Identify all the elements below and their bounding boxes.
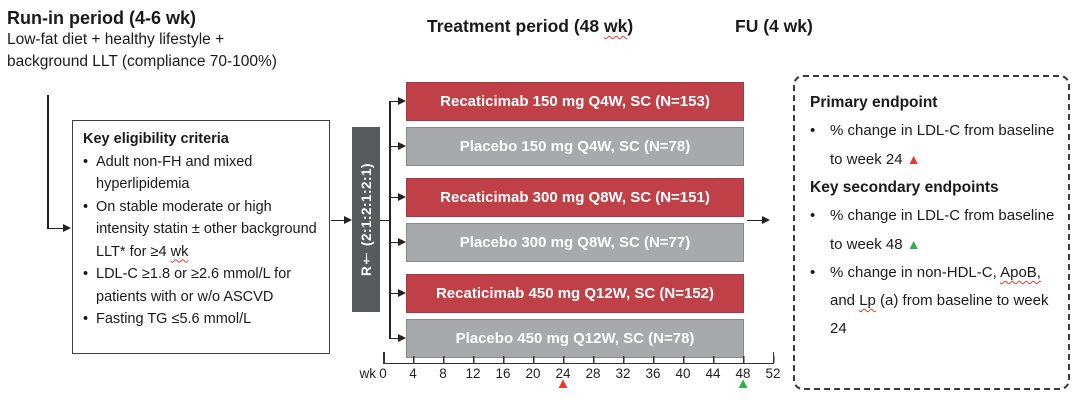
branch-arrow-1-icon <box>398 97 406 105</box>
week48-marker-icon: ▲ <box>735 375 751 392</box>
arms-to-endpoints-line <box>747 219 763 221</box>
axis-tick-label: 4 <box>409 366 417 381</box>
randomization-to-trunk-line <box>380 219 390 221</box>
eligibility-item-4: • Fasting TG ≤5.6 mmol/L <box>83 308 321 331</box>
axis-tick-label: 32 <box>615 366 631 381</box>
bullet-icon: • <box>83 311 89 327</box>
eligibility-wk-misspelled: wk <box>170 243 189 260</box>
eligibility-to-randomization-line <box>331 219 345 221</box>
fu-period-title: FU (4 wk) <box>735 16 813 36</box>
arm-placebo-450: Placebo 450 mg Q12W, SC (N=78) <box>406 319 744 358</box>
branch-line-2 <box>389 145 399 147</box>
apob-misspelled: ApoB, <box>1000 264 1041 281</box>
axis-tick-label: 0 <box>379 366 387 381</box>
runin-connector-vertical-line <box>47 95 49 229</box>
axis-tick-label: 24 <box>555 366 571 381</box>
primary-endpoint-title: Primary endpoint <box>810 94 938 111</box>
branch-line-5 <box>389 292 399 294</box>
axis-tick-label: 44 <box>705 366 721 381</box>
treatment-period-title: Treatment period (48 wk) <box>427 16 634 36</box>
arm-recaticimab-150: Recaticimab 150 mg Q4W, SC (N=153) <box>406 82 744 121</box>
axis-unit-label: wk <box>359 366 377 381</box>
arm-recaticimab-300: Recaticimab 300 mg Q8W, SC (N=151) <box>406 178 744 217</box>
axis-tick-label: 8 <box>439 366 447 381</box>
bullet-icon: • <box>83 198 89 215</box>
bullet-icon: • <box>810 207 816 224</box>
secondary-marker-triangle-icon: ▲ <box>906 236 921 252</box>
primary-marker-triangle-icon: ▲ <box>906 151 921 167</box>
branch-line-3 <box>389 196 399 198</box>
axis-end-tick-right <box>772 352 774 363</box>
arm-placebo-300: Placebo 300 mg Q8W, SC (N=77) <box>406 223 744 262</box>
runin-title: Run-in period (4-6 wk) <box>7 8 196 28</box>
endpoints-box: Primary endpoint • % change in LDL-C fro… <box>793 75 1070 390</box>
week24-marker-icon: ▲ <box>555 375 571 392</box>
axis-tick-label: 40 <box>675 366 691 381</box>
secondary-endpoint-item-1: • % change in LDL-C from baseline to wee… <box>810 202 1058 259</box>
axis-tick-label: 12 <box>465 366 481 381</box>
branch-arrow-6-icon <box>398 334 406 342</box>
branch-arrow-3-icon <box>398 193 406 201</box>
branch-trunk-line <box>389 101 391 339</box>
branch-line-6 <box>389 337 399 339</box>
branch-arrow-5-icon <box>398 289 406 297</box>
lp-misspelled: Lp <box>859 292 876 309</box>
eligibility-item-2: • On stable moderate or high intensity s… <box>83 196 321 264</box>
branch-arrow-4-icon <box>398 238 406 246</box>
secondary-endpoints-title: Key secondary endpoints <box>810 179 999 196</box>
randomization-label: R† (2:1:2:1:2:1) <box>358 162 374 277</box>
branch-line-4 <box>389 241 399 243</box>
runin-period-header: Run-in period (4-6 wk) Low-fat diet + he… <box>7 7 277 73</box>
axis-tick-marks <box>383 356 775 363</box>
axis-end-tick-left <box>383 352 385 363</box>
axis-tick-label: 20 <box>525 366 541 381</box>
runin-connector-horizontal-line <box>47 227 64 229</box>
primary-endpoint-item: • % change in LDL-C from baseline to wee… <box>810 117 1058 174</box>
randomization-bar: R† (2:1:2:1:2:1) <box>352 127 380 312</box>
axis-tick-label: 16 <box>495 366 511 381</box>
bullet-icon: • <box>83 153 89 170</box>
axis-line <box>383 362 774 364</box>
bullet-icon: • <box>810 264 816 281</box>
eligibility-item-3: • LDL-C ≥1.8 or ≥2.6 mmol/L for patients… <box>83 263 321 308</box>
axis-tick-label: 52 <box>765 366 781 381</box>
eligibility-box: Key eligibility criteria • Adult non-FH … <box>72 120 330 354</box>
axis-tick-label: 36 <box>645 366 661 381</box>
runin-line1: Low-fat diet + healthy lifestyle + <box>7 31 225 48</box>
eligibility-item-1: • Adult non-FH and mixed hyperlipidemia <box>83 151 321 196</box>
arm-placebo-150: Placebo 150 mg Q4W, SC (N=78) <box>406 127 744 166</box>
bullet-icon: • <box>810 122 816 139</box>
axis-tick-label: 28 <box>585 366 601 381</box>
eligibility-to-randomization-arrow-icon <box>344 216 352 224</box>
axis-tick-label: 48 <box>735 366 751 381</box>
secondary-endpoint-item-2: • % change in non-HDL-C, ApoB, and Lp (a… <box>810 259 1058 343</box>
runin-line2: background LLT (compliance 70-100%) <box>7 53 277 70</box>
eligibility-title: Key eligibility criteria <box>83 131 229 147</box>
treatment-wk-misspelled: wk <box>604 16 628 36</box>
branch-arrow-2-icon <box>398 142 406 150</box>
runin-connector-arrow-icon <box>63 224 71 232</box>
arm-recaticimab-450: Recaticimab 450 mg Q12W, SC (N=152) <box>406 274 744 313</box>
arms-to-endpoints-arrow-icon <box>762 216 770 224</box>
bullet-icon: • <box>83 266 89 282</box>
branch-line-1 <box>389 100 399 102</box>
